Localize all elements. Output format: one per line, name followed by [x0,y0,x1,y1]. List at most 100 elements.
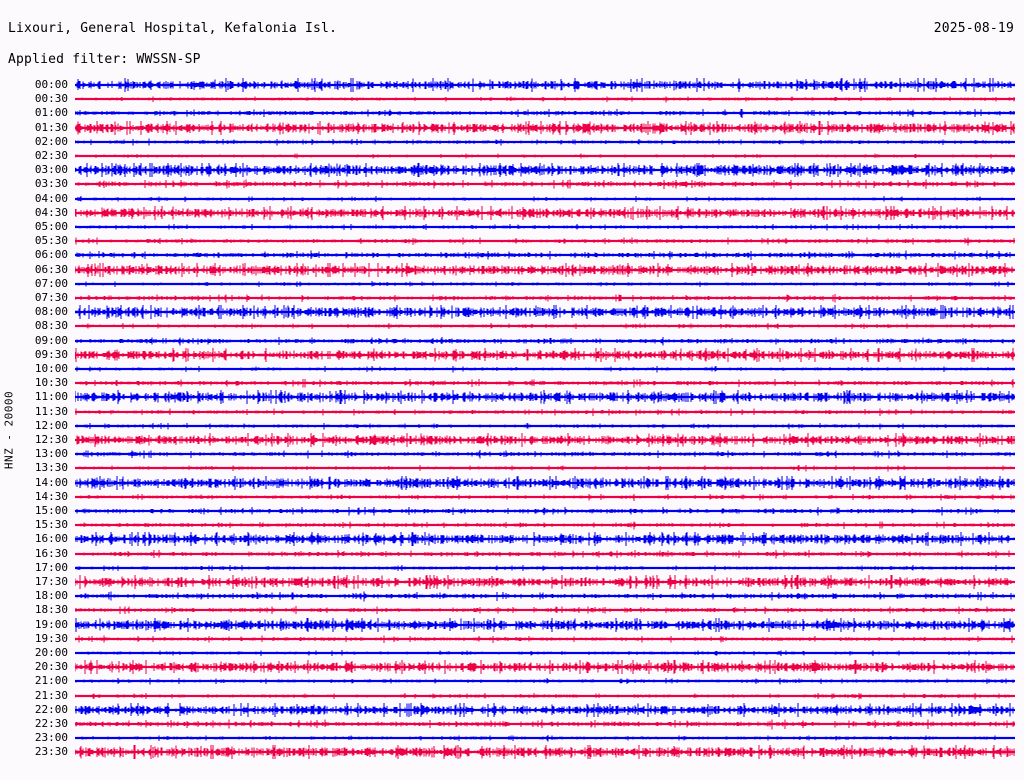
time-tick-label: 23:00 [34,731,68,745]
helicorder-row: 03:00 [0,163,1024,178]
seismic-trace [75,334,1015,348]
helicorder-plot-area: 00:00 00:30 01:00 01:30 02:00 02:30 03:00 03:30… [0,78,1024,778]
helicorder-row: 05:00 [0,220,1024,234]
helicorder-row: 22:30 [0,717,1024,731]
helicorder-row: 18:30 [0,603,1024,617]
time-tick-label: 17:00 [34,560,68,574]
time-tick-label: 06:00 [34,248,68,262]
helicorder-row: 12:30 [0,433,1024,447]
time-tick-label: 21:30 [34,688,68,702]
time-tick-label: 08:00 [34,305,68,319]
time-tick-label: 00:30 [34,92,68,106]
seismic-trace [75,149,1015,163]
time-tick-label: 02:00 [34,134,68,148]
time-tick-label: 16:30 [34,546,68,560]
seismic-trace [75,518,1015,532]
time-tick-label: 15:30 [34,518,68,532]
time-tick-label: 22:00 [34,702,68,716]
time-tick-label: 21:00 [34,674,68,688]
seismic-trace [75,205,1015,220]
helicorder-row: 20:00 [0,646,1024,660]
time-tick-label: 11:30 [34,404,68,418]
helicorder-row: 23:00 [0,731,1024,745]
time-tick-label: 09:00 [34,333,68,347]
helicorder-row: 04:00 [0,192,1024,206]
time-tick-label: 18:00 [34,589,68,603]
helicorder-row: 03:30 [0,177,1024,191]
seismic-trace [75,234,1015,248]
seismic-trace [75,731,1015,745]
helicorder-row: 00:30 [0,92,1024,106]
seismic-trace [75,632,1015,646]
seismic-trace [75,220,1015,234]
seismic-trace [75,490,1015,504]
helicorder-row: 11:30 [0,405,1024,419]
helicorder-row: 13:00 [0,447,1024,461]
helicorder-row: 17:00 [0,561,1024,575]
time-tick-label: 20:00 [34,646,68,659]
seismic-trace [75,504,1015,518]
time-tick-label: 14:30 [34,489,68,503]
helicorder-row: 08:00 [0,305,1024,320]
time-tick-label: 19:00 [34,617,68,631]
helicorder-row: 00:00 [0,78,1024,92]
helicorder-row: 06:30 [0,262,1024,277]
seismic-trace [75,589,1015,603]
time-tick-label: 13:30 [34,461,68,475]
time-tick-label: 14:00 [34,475,68,489]
time-tick-label: 10:30 [34,376,68,390]
record-date: 2025-08-19 [933,21,1014,36]
time-tick-label: 07:00 [34,276,68,290]
seismic-trace [75,135,1015,149]
time-tick-label: 09:30 [34,347,68,361]
seismic-trace [75,262,1015,277]
time-tick-label: 05:30 [34,234,68,248]
helicorder-row: 05:30 [0,234,1024,248]
seismic-trace [75,192,1015,206]
page-title: Lixouri, General Hospital, Kefalonia Isl… [8,21,338,36]
helicorder-row: 09:30 [0,347,1024,362]
time-tick-label: 04:00 [34,191,68,205]
time-tick-label: 18:30 [34,603,68,617]
helicorder-row: 20:30 [0,660,1024,675]
seismic-trace [75,78,1015,92]
helicorder-row: 06:00 [0,248,1024,262]
seismic-trace [75,305,1015,320]
seismic-trace [75,347,1015,362]
applied-filter-label: Applied filter: WWSSN-SP [8,52,201,67]
helicorder-row: 11:00 [0,390,1024,405]
time-tick-label: 00:00 [34,78,68,91]
seismic-trace [75,177,1015,191]
seismic-trace [75,163,1015,178]
helicorder-row: 02:00 [0,135,1024,149]
helicorder-row: 12:00 [0,419,1024,433]
helicorder-row: 19:30 [0,632,1024,646]
time-tick-label: 05:00 [34,220,68,233]
seismic-trace [75,248,1015,262]
time-tick-label: 06:30 [34,262,68,276]
seismic-trace [75,362,1015,376]
helicorder-row: 01:00 [0,106,1024,120]
time-tick-label: 12:00 [34,418,68,432]
time-tick-label: 22:30 [34,717,68,730]
helicorder-row: 19:00 [0,617,1024,632]
time-tick-label: 03:30 [34,177,68,191]
seismic-trace [75,120,1015,135]
time-tick-label: 15:00 [34,504,68,517]
time-tick-label: 08:30 [34,319,68,333]
helicorder-row: 21:30 [0,689,1024,703]
helicorder-row: 22:00 [0,702,1024,717]
helicorder-row: 13:30 [0,461,1024,475]
seismic-trace [75,106,1015,120]
time-tick-label: 01:30 [34,120,68,134]
time-tick-label: 13:00 [34,447,68,461]
time-tick-label: 07:30 [34,291,68,304]
helicorder-row: 21:00 [0,674,1024,688]
helicorder-row: 08:30 [0,319,1024,333]
helicorder-row: 16:00 [0,532,1024,547]
time-tick-label: 03:00 [34,163,68,177]
time-tick-label: 10:00 [34,362,68,375]
seismic-trace [75,461,1015,475]
seismic-trace [75,717,1015,731]
